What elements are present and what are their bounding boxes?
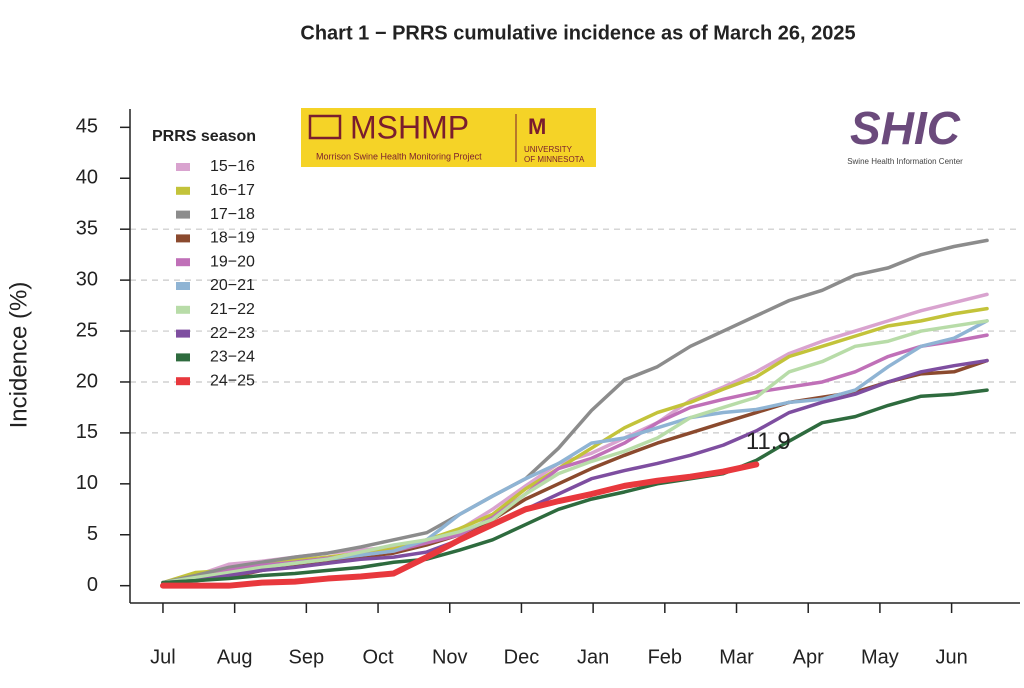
- logo-background: [301, 108, 596, 167]
- y-tick-label: 5: [87, 523, 98, 545]
- y-tick-label: 35: [76, 217, 98, 239]
- x-tick-label: Oct: [362, 646, 394, 668]
- y-tick-label: 0: [87, 574, 98, 596]
- x-tick-label: Jun: [935, 646, 967, 668]
- x-tick-label: Dec: [504, 646, 540, 668]
- series-line: [161, 358, 989, 585]
- legend-label: 21−22: [210, 301, 255, 318]
- logo-text: SHIC: [850, 102, 961, 154]
- legend-label: 24−25: [210, 372, 255, 389]
- series-line: [161, 358, 989, 585]
- series-line: [159, 461, 760, 589]
- logo-text: OF MINNESOTA: [524, 155, 585, 164]
- legend-label: 20−21: [210, 277, 255, 294]
- x-tick-label: Jan: [577, 646, 609, 668]
- series-line: [161, 306, 989, 585]
- x-tick-label: Sep: [289, 646, 325, 668]
- series-line: [161, 319, 989, 585]
- logo-text: MSHMP: [350, 109, 469, 145]
- y-axis-label: Incidence (%): [5, 282, 32, 429]
- legend-label: 16−17: [210, 182, 255, 199]
- y-tick-label: 25: [76, 319, 98, 341]
- x-tick-label: Aug: [217, 646, 253, 668]
- x-tick-label: May: [861, 646, 899, 668]
- x-tick-label: Apr: [793, 646, 824, 668]
- logo-icon: [308, 114, 342, 140]
- y-tick-label: 45: [76, 116, 98, 138]
- legend-label: 17−18: [210, 206, 255, 223]
- mshmp-logo: MSHMP Morrison Swine Health Monitoring P…: [301, 108, 596, 167]
- shic-logo: SHIC Swine Health Information Center: [847, 102, 963, 166]
- chart-title: Chart 1 − PRRS cumulative incidence as o…: [300, 22, 855, 44]
- series-line: [161, 292, 989, 585]
- logo-subtext: Morrison Swine Health Monitoring Project: [316, 151, 482, 161]
- logo-m: M: [528, 114, 546, 139]
- x-tick-label: Feb: [648, 646, 682, 668]
- logo-text: UNIVERSITY: [524, 145, 573, 154]
- legend-label: 18−19: [210, 230, 255, 247]
- y-tick-label: 10: [76, 472, 98, 494]
- y-tick-label: 15: [76, 421, 98, 443]
- series-line: [161, 319, 989, 585]
- series-line: [161, 238, 989, 585]
- y-tick-label: 20: [76, 370, 98, 392]
- legend-title: PRRS season: [152, 128, 256, 145]
- x-tick-label: Mar: [719, 646, 754, 668]
- x-tick-label: Nov: [432, 646, 468, 668]
- legend-label: 15−16: [210, 158, 255, 175]
- annotation: 11.9: [746, 428, 791, 455]
- legend-label: 22−23: [210, 325, 255, 342]
- series-line: [161, 388, 989, 585]
- x-tick-label: Jul: [150, 646, 176, 668]
- y-tick-label: 40: [76, 167, 98, 189]
- y-tick-label: 30: [76, 268, 98, 290]
- logo-subtext: Swine Health Information Center: [847, 157, 963, 166]
- legend-label: 23−24: [210, 349, 255, 366]
- legend-label: 19−20: [210, 253, 255, 270]
